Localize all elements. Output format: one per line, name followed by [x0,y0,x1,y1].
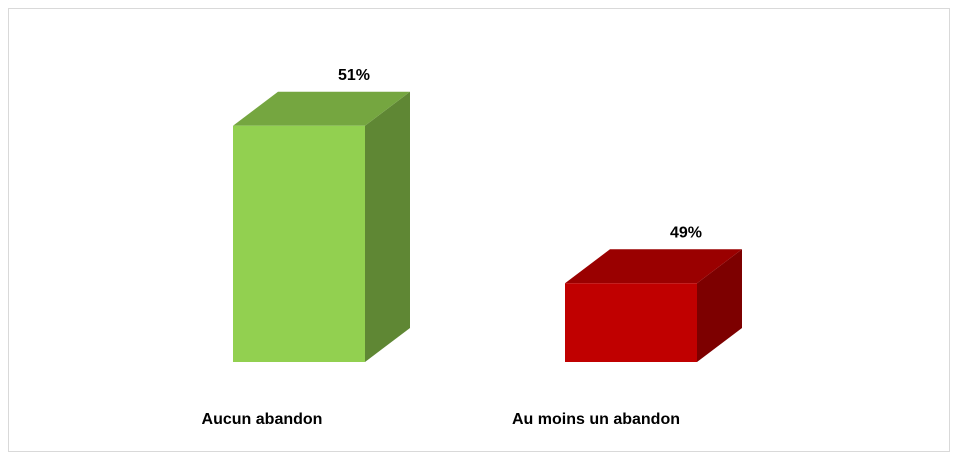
bar-top [565,249,742,284]
bar-top [233,91,410,126]
bar-side [365,91,410,362]
x-tick-label: Au moins un abandon [512,411,680,428]
x-tick-label: Aucun abandon [202,411,323,428]
data-label: 51% [338,67,370,84]
chart-frame [8,8,950,452]
bar [565,283,697,362]
data-label: 49% [670,224,702,241]
bar-side [697,249,742,362]
bar [233,125,365,362]
